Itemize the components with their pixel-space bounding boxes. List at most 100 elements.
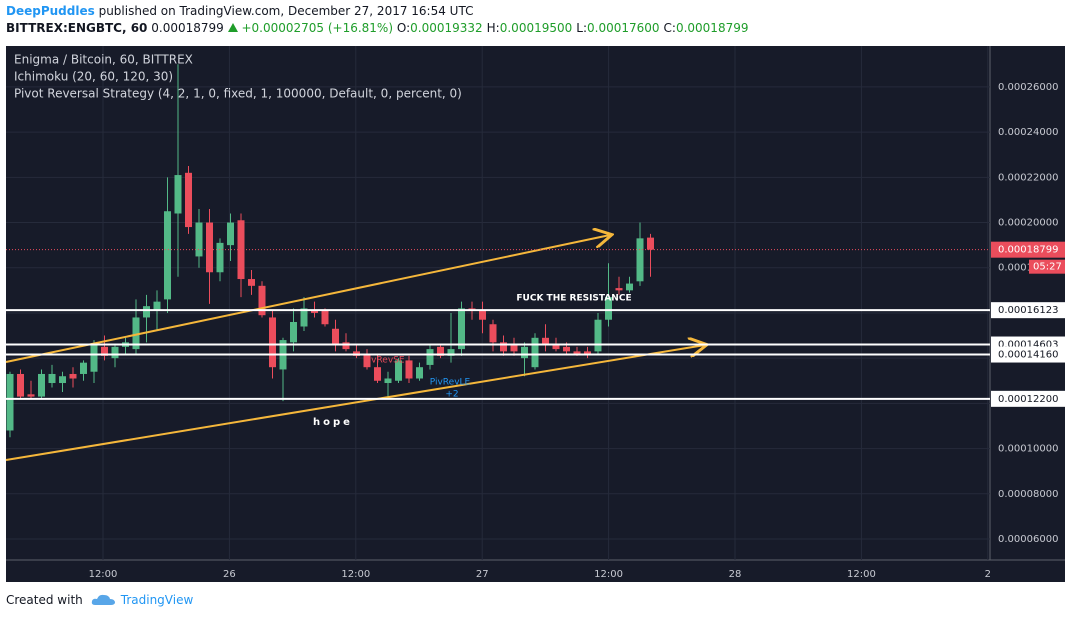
- annotation: +2: [445, 390, 458, 400]
- candle-body: [311, 310, 318, 313]
- y-tick-label: 0.00020000: [998, 218, 1058, 229]
- candle-body: [363, 353, 371, 368]
- candle-body: [542, 337, 549, 345]
- candle-body: [573, 351, 581, 354]
- overlay: 0.000060000.000080000.000100000.00012000…: [6, 53, 1065, 580]
- symbol: BITTREX:ENGBTC, 60: [6, 21, 148, 35]
- annotation: hope: [313, 417, 353, 428]
- candle-body: [384, 378, 392, 384]
- annotation: PivRevLE: [430, 378, 471, 388]
- trendlines: [5, 235, 705, 461]
- candle-body: [458, 308, 465, 350]
- y-tick-label: 0.00024000: [998, 127, 1058, 138]
- candle-body: [6, 373, 14, 431]
- ohlc-label: L:: [576, 21, 587, 35]
- level-label: 0.00016123: [998, 305, 1058, 316]
- candle-body: [636, 238, 644, 282]
- x-tick-label: 12:00: [594, 569, 623, 580]
- x-tick-label: 2: [985, 569, 991, 580]
- x-tick-label: 27: [476, 569, 489, 580]
- header-line-2: BITTREX:ENGBTC, 60 0.00018799 +0.0000270…: [6, 20, 752, 37]
- candle-body: [489, 324, 497, 343]
- level-label: 0.00012200: [998, 394, 1058, 405]
- level-label-bg: [991, 390, 1065, 407]
- trendline-upper: [5, 235, 610, 363]
- legend-entry: Enigma / Bitcoin, 60, BITTREX: [14, 53, 193, 67]
- header: DeepPuddles published on TradingView.com…: [6, 3, 752, 37]
- candle-body: [90, 344, 98, 372]
- candle-body: [27, 394, 35, 397]
- candle-body: [143, 306, 150, 318]
- chart-bg: [6, 46, 1065, 582]
- countdown: 05:27: [1033, 262, 1062, 273]
- candle-body: [69, 373, 77, 379]
- header-line-1: DeepPuddles published on TradingView.com…: [6, 3, 752, 20]
- candle-body: [153, 301, 161, 311]
- ohlc-label: O:: [396, 21, 411, 35]
- candle-body: [479, 310, 486, 320]
- candles: [6, 64, 654, 438]
- annotation: PivRevSE: [363, 356, 404, 366]
- created-with: Created with: [6, 593, 83, 607]
- candle-body: [521, 346, 528, 359]
- last-price-label: 0.00018799: [998, 245, 1058, 256]
- annotation: FUCK THE RESISTANCE: [516, 294, 631, 304]
- last-price-bg: [991, 241, 1065, 258]
- candle-body: [111, 346, 119, 359]
- candle-body: [405, 360, 413, 379]
- candle-body: [300, 308, 308, 327]
- ohlc-value: 0.00019332: [410, 21, 483, 35]
- candle-body: [552, 344, 560, 350]
- y-tick-label: 0.00022000: [998, 172, 1058, 183]
- last: 0.00018799: [151, 21, 224, 35]
- footer: Created with TradingView: [6, 593, 193, 607]
- candle-body: [101, 346, 108, 356]
- candle-body: [206, 222, 213, 273]
- candle-body: [248, 279, 255, 286]
- x-tick-label: 12:00: [341, 569, 370, 580]
- candle-body: [647, 237, 654, 250]
- ohlc-value: 0.00018799: [675, 21, 749, 35]
- author[interactable]: DeepPuddles: [6, 4, 95, 18]
- candle-body: [605, 297, 612, 320]
- brand[interactable]: TradingView: [120, 593, 194, 607]
- y-tick-label: 0.00018000: [998, 263, 1058, 274]
- x-tick-label: 28: [729, 569, 742, 580]
- y-tick-label: 0.00008000: [998, 489, 1058, 500]
- candle-body: [426, 349, 434, 365]
- x-tick-label: 12:00: [89, 569, 118, 580]
- candle-body: [342, 342, 350, 350]
- y-tick-label: 0.00010000: [998, 444, 1058, 455]
- legend-entry: Ichimoku (20, 60, 120, 30): [14, 70, 173, 84]
- candle-body: [626, 283, 633, 291]
- ohlc-value: 0.00019500: [499, 21, 573, 35]
- ohlc-label: H:: [486, 21, 500, 35]
- candle-body: [164, 211, 171, 300]
- candle-body: [416, 367, 423, 379]
- x-tick-label: 26: [223, 569, 236, 580]
- candle-body: [510, 344, 518, 352]
- tv-logo: [91, 594, 115, 605]
- candle-body: [174, 175, 182, 214]
- y-tick-label: 0.00006000: [998, 534, 1058, 545]
- ohlc-value: 0.00017600: [587, 21, 660, 35]
- candle-body: [594, 319, 602, 352]
- candle-body: [531, 337, 539, 368]
- candle-body: [185, 172, 192, 228]
- change: +0.00002705 (+16.81%): [241, 21, 394, 35]
- candle-body: [374, 367, 381, 381]
- candle-body: [290, 321, 297, 343]
- candle-body: [395, 360, 402, 381]
- candle-body: [447, 349, 455, 356]
- candle-body: [615, 288, 623, 291]
- candle-body: [437, 346, 444, 356]
- countdown-bg: [1029, 259, 1065, 274]
- trendline-lower: [5, 345, 705, 461]
- level-label-bg: [991, 302, 1065, 319]
- candle-body: [80, 362, 87, 374]
- candle-body: [48, 373, 56, 384]
- candle-body: [195, 222, 203, 257]
- level-label: 0.00014603: [998, 340, 1058, 351]
- candle-body: [132, 317, 140, 350]
